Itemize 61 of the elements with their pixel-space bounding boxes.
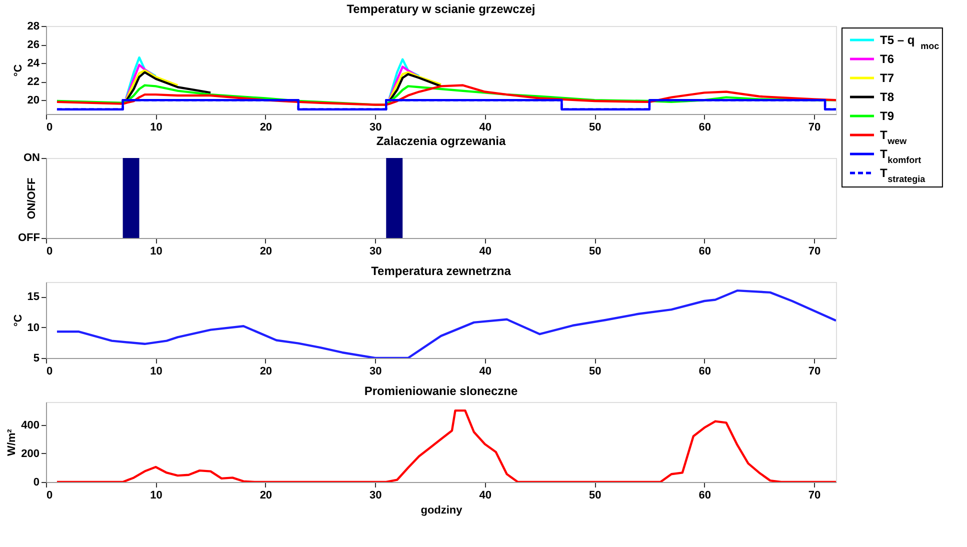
line-series: [56, 409, 836, 482]
x-tick-label: 0: [46, 366, 53, 378]
legend-label: T6: [880, 52, 894, 66]
x-tick-label: 20: [260, 490, 272, 502]
x-tick-label: 60: [698, 490, 711, 502]
text: OFF: [18, 232, 40, 244]
y-tick-label: 10: [27, 322, 40, 334]
y-tick-label: 26: [27, 39, 40, 52]
x-tick-label: 30: [370, 246, 382, 258]
x-tick-label: 40: [479, 122, 492, 134]
y-tick-label: 400: [21, 419, 40, 432]
x-tick-label: 40: [479, 366, 492, 378]
chart-title: Zalaczenia ogrzewania: [376, 134, 506, 148]
chart-title: Promieniowanie sloneczne: [364, 384, 518, 398]
legend-label: T7: [880, 71, 894, 85]
x-tick-label: 30: [370, 366, 382, 378]
chart-title: Temperatury w scianie grzewczej: [346, 2, 536, 16]
x-tick-label: 10: [150, 490, 162, 502]
x-tick-label: 70: [808, 490, 821, 502]
y-tick-label: 28: [27, 20, 40, 32]
x-tick-label: 10: [150, 246, 162, 258]
y-tick-label: 22: [27, 76, 40, 88]
y-tick-label: 24: [27, 58, 40, 70]
x-tick-label: 70: [808, 246, 821, 258]
x-tick-label: 20: [260, 246, 272, 258]
x-tick-label: 40: [479, 246, 492, 258]
x-tick-label: 60: [698, 122, 711, 134]
y-axis-title: °C: [12, 64, 24, 77]
x-tick-label: 50: [588, 490, 602, 502]
x-tick-label: 20: [260, 122, 272, 134]
x-tick-label: 20: [260, 366, 272, 378]
x-tick-label: 10: [150, 366, 162, 378]
line-series: [56, 289, 836, 358]
y-tick-label: 15: [27, 291, 40, 304]
y-axis-title: ON/OFF: [26, 177, 38, 220]
y-tick-label: 0: [33, 476, 40, 488]
y-axis-title: °C: [12, 314, 24, 327]
x-tick-label: 0: [46, 122, 53, 134]
x-tick-label: 60: [698, 366, 711, 378]
x-tick-label: 70: [808, 366, 821, 378]
legend-label: T9: [880, 109, 894, 123]
y-axis-title: W/m²: [6, 428, 18, 456]
y-tick-label: 5: [33, 352, 40, 364]
x-tick-label: 0: [46, 246, 53, 258]
line-series: [56, 84, 836, 106]
x-tick-label: 50: [588, 246, 602, 258]
chart-title: Temperatura zewnetrzna: [371, 264, 512, 278]
x-tick-label: 70: [808, 122, 821, 134]
x-tick-label: 50: [588, 366, 602, 378]
text: ON: [24, 152, 40, 164]
y-tick-label: 20: [27, 94, 40, 107]
y-tick-label: 200: [21, 448, 40, 460]
x-tick-label: 30: [370, 122, 382, 134]
legend-label: T8: [880, 90, 894, 104]
x-tick-label: 10: [150, 122, 162, 134]
x-tick-label: 40: [479, 490, 492, 502]
x-tick-label: 50: [588, 122, 602, 134]
x-axis-title: godziny: [420, 504, 464, 516]
x-tick-label: 30: [370, 490, 382, 502]
x-tick-label: 60: [698, 246, 711, 258]
x-tick-label: 0: [46, 490, 53, 502]
